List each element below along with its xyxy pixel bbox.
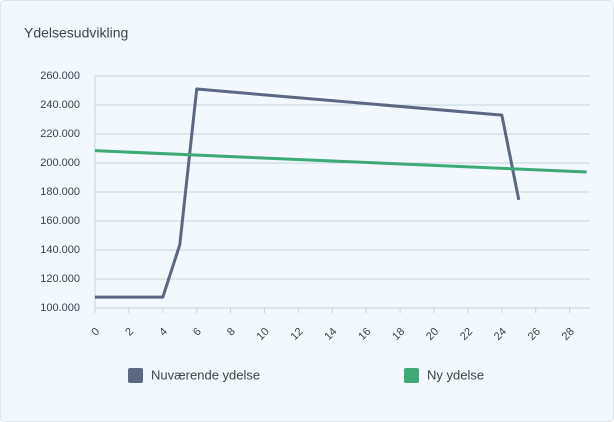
y-tick-label: 120.000 (40, 273, 80, 285)
line-series (94, 149, 587, 174)
y-tick-label: 160.000 (40, 215, 80, 227)
y-tick-label: 220.000 (40, 128, 80, 140)
y-tick-label: 100.000 (40, 302, 80, 314)
legend-swatch (404, 368, 419, 383)
y-tick-label: 140.000 (40, 244, 80, 256)
legend-swatch (128, 368, 143, 383)
chart-title: Ydelsesudvikling (24, 25, 128, 41)
line-series (95, 87, 521, 299)
legend-label: Nuværende ydelse (151, 367, 260, 382)
y-tick-label: 260.000 (40, 70, 80, 82)
y-tick-label: 200.000 (40, 157, 80, 169)
legend-label: Ny ydelse (427, 367, 484, 382)
y-tick-label: 240.000 (40, 99, 80, 111)
y-tick-label: 180.000 (40, 186, 80, 198)
